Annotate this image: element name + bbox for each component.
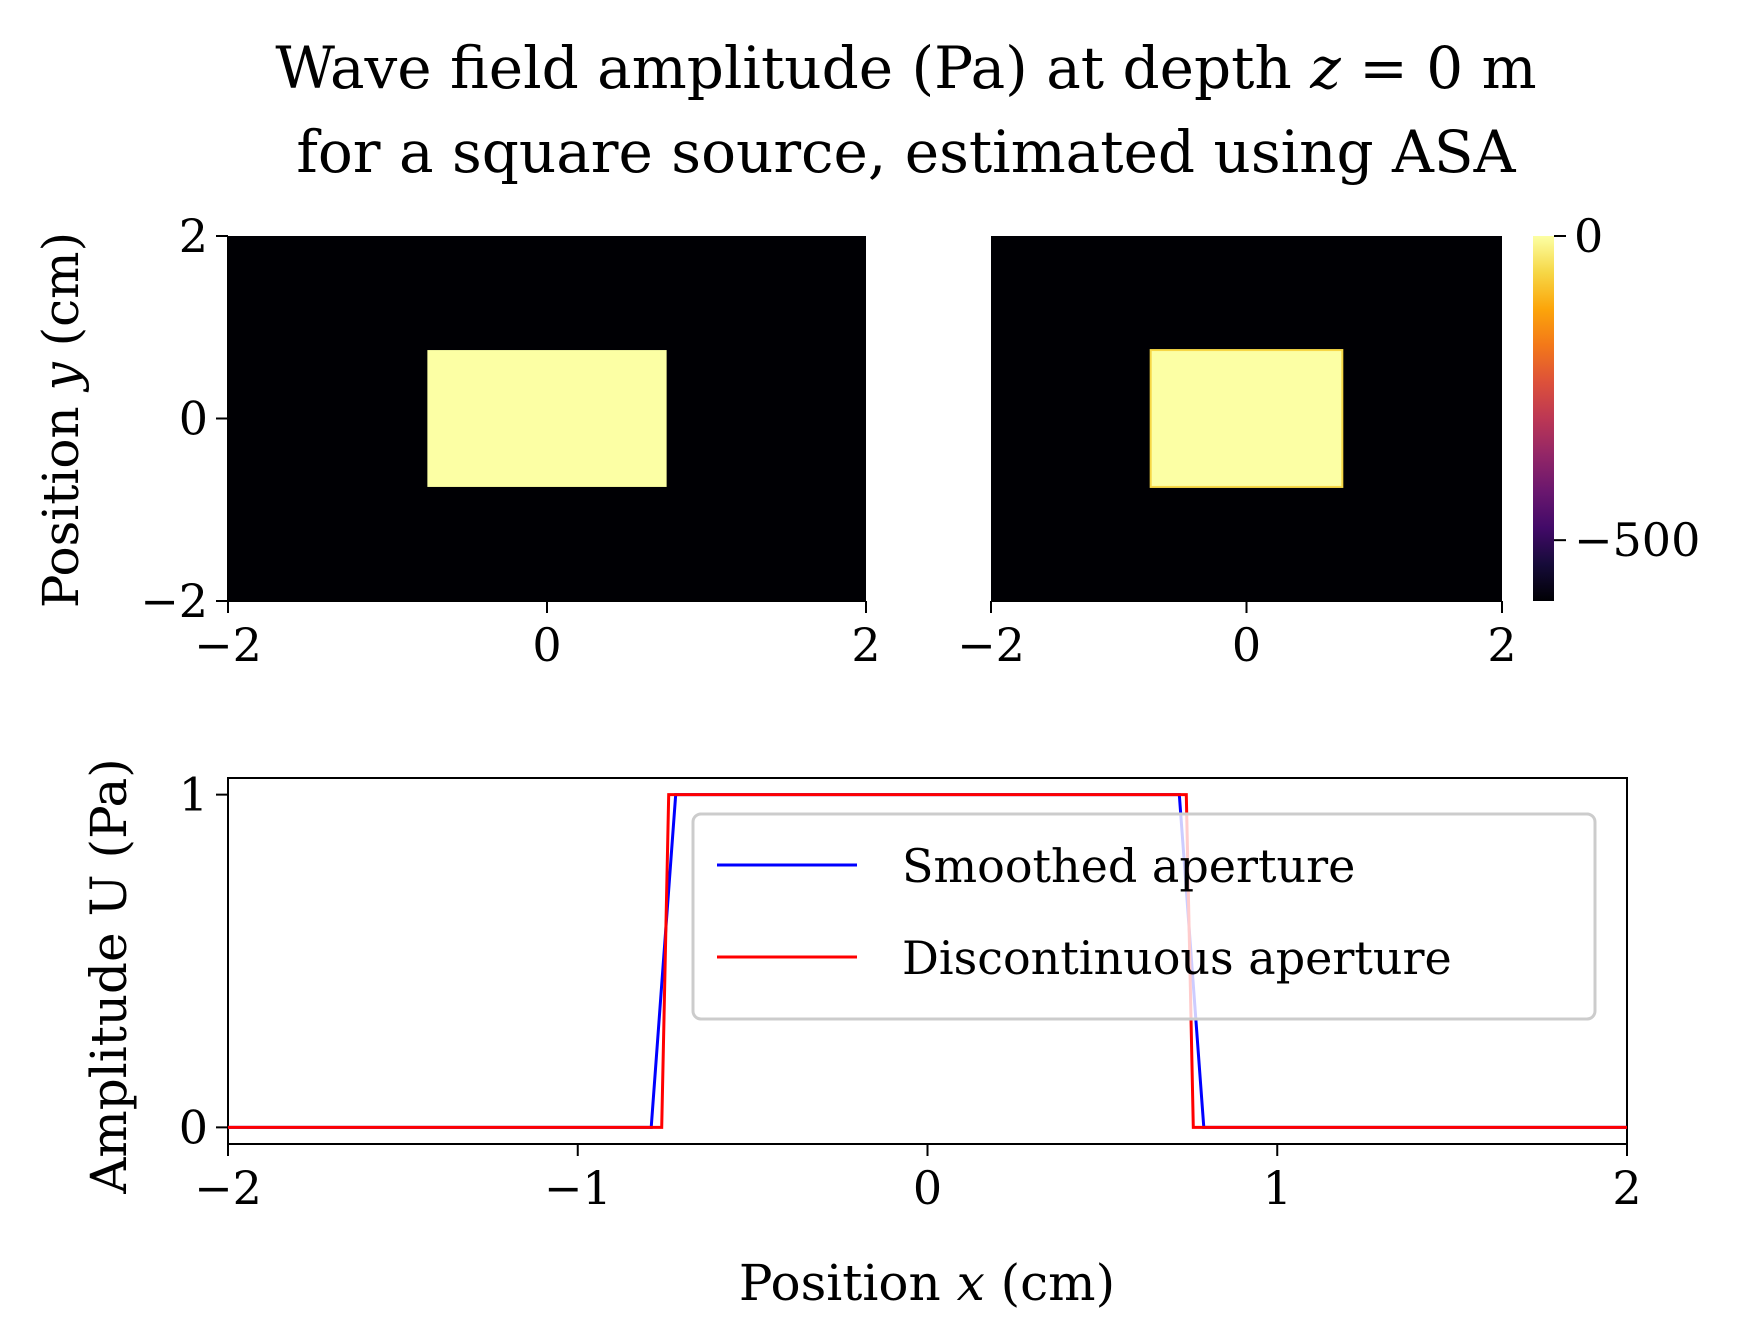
y-tick-label: 2 — [179, 209, 208, 263]
chart-title-line2: for a square source, estimated using ASA — [296, 118, 1516, 186]
x-tick-label: 2 — [1612, 1161, 1641, 1215]
colorbar-gradient — [1533, 236, 1554, 601]
legend-box — [691, 812, 1597, 1021]
x-tick-label: −2 — [194, 1161, 262, 1215]
profile-axes: −2 −1 0 1 2 0 1 — [179, 768, 1642, 1215]
x-tick-label: −2 — [194, 618, 262, 672]
legend: Smoothed aperture Discontinuous aperture — [691, 812, 1597, 1021]
x-tick-label: 2 — [1487, 618, 1516, 672]
legend-label-discontinuous: Discontinuous aperture — [902, 931, 1452, 985]
x-tick-label: −1 — [544, 1161, 612, 1215]
y-axis-label: Amplitude U (Pa) — [80, 758, 138, 1195]
y-tick-label: −2 — [140, 574, 208, 628]
x-tick-label: 0 — [913, 1161, 942, 1215]
x-axis-label: Position x (cm) — [739, 1254, 1115, 1312]
chart-title-line1: Wave field amplitude (Pa) at depth z = 0… — [275, 34, 1536, 102]
legend-label-smoothed: Smoothed aperture — [902, 839, 1355, 893]
x-tick-label: 0 — [1232, 618, 1261, 672]
colorbar-tick-label: −500 — [1574, 513, 1700, 567]
x-tick-label: 2 — [851, 618, 880, 672]
colorbar-tick-label: 0 — [1574, 209, 1603, 263]
series-line-discontinuous — [228, 793, 1627, 1129]
heatmap-axes: −2 0 2 — [957, 600, 1517, 672]
colorbar-ticks: 0 −500 — [1554, 209, 1700, 567]
source-region — [1149, 349, 1344, 488]
heatmap-panel-smoothed: −2 0 2 −2 0 2 Position y (cm) — [32, 209, 881, 672]
y-tick-label: 1 — [179, 768, 208, 822]
x-tick-label: 0 — [532, 618, 561, 672]
x-tick-label: 1 — [1263, 1161, 1292, 1215]
source-region — [427, 350, 667, 487]
colorbar: 0 −500 — [1533, 209, 1700, 601]
heatmap-panel-discontinuous: −2 0 2 — [957, 236, 1517, 672]
y-tick-label: 0 — [179, 392, 208, 446]
heatmap-axes: −2 0 2 −2 0 2 — [140, 209, 880, 672]
x-tick-label: −2 — [957, 618, 1025, 672]
y-axis-label: Position y (cm) — [32, 232, 90, 608]
profile-chart: −2 −1 0 1 2 0 1 Amplitude U (Pa) Position x (c… — [80, 758, 1642, 1312]
y-tick-label: 0 — [179, 1100, 208, 1154]
profile-series — [228, 793, 1627, 1129]
